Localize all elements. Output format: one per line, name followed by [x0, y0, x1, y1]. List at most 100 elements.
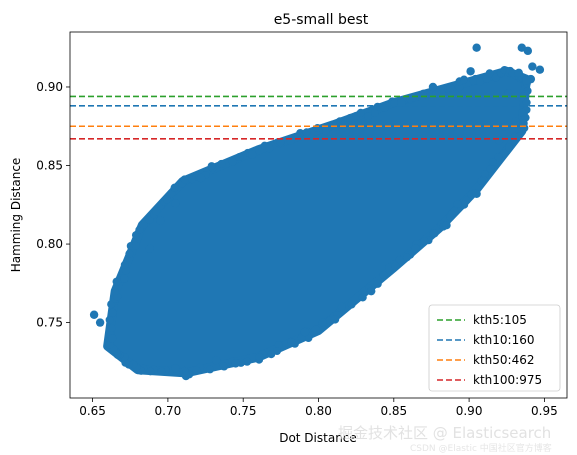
watermark-csdn: CSDN @Elastic 中国社区官方博客 [410, 444, 552, 454]
scatter-point [477, 176, 486, 185]
scatter-point [120, 260, 129, 269]
scatter-points [89, 43, 545, 381]
scatter-point [409, 93, 418, 102]
scatter-point [446, 212, 455, 221]
y-tick-label: 0.75 [36, 316, 63, 330]
scatter-point [152, 207, 161, 216]
scatter-point [255, 352, 264, 362]
scatter-point [207, 162, 216, 171]
legend-label: kth10:160 [473, 333, 534, 347]
scatter-point [131, 241, 140, 250]
scatter-point [402, 253, 411, 262]
scatter-point [170, 183, 179, 192]
y-tick-label: 0.90 [36, 80, 63, 94]
scatter-point [428, 82, 438, 92]
scatter-point [495, 136, 504, 145]
scatter-point [211, 356, 221, 365]
scatter-point [494, 153, 503, 162]
scatter-point [504, 89, 513, 98]
x-tick-label: 0.65 [79, 404, 106, 418]
scatter-point [511, 132, 520, 141]
scatter-point [321, 126, 330, 135]
y-axis-label: Hamming Distance [9, 158, 23, 273]
scatter-point [528, 62, 537, 71]
scatter-point [442, 221, 451, 230]
scatter-point [180, 175, 189, 184]
scatter-point [469, 76, 478, 85]
scatter-point [219, 362, 228, 371]
reference-lines [70, 95, 567, 140]
scatter-point [347, 300, 356, 309]
scatter-point [453, 199, 462, 208]
scatter-point [125, 249, 134, 258]
scatter-point [146, 367, 155, 376]
scatter-point [311, 325, 320, 334]
scatter-point [523, 46, 533, 56]
scatter-point [196, 173, 206, 183]
scatter-point [432, 89, 441, 98]
scatter-point [391, 261, 400, 271]
scatter-point [455, 83, 464, 92]
scatter-point [460, 200, 469, 209]
scatter-point [330, 315, 340, 324]
watermark-juejin: 掘金技术社区 @ Elasticsearch [338, 424, 552, 442]
scatter-point [205, 365, 214, 374]
scatter-point [486, 164, 495, 173]
scatter-point [508, 69, 517, 78]
scatter-point [505, 143, 514, 152]
scatter-point [472, 189, 481, 198]
legend-label: kth100:975 [473, 373, 542, 387]
scatter-point [430, 229, 439, 238]
scatter-point [120, 274, 129, 283]
scatter-point [107, 324, 116, 333]
chart-title: e5-small best [274, 12, 369, 28]
y-tick-label: 0.85 [36, 159, 63, 173]
scatter-point [157, 367, 166, 376]
scatter-point [89, 310, 99, 319]
scatter-point [397, 98, 406, 107]
scatter-point [488, 158, 497, 167]
scatter-point [466, 67, 475, 76]
scatter-point [187, 175, 196, 184]
scatter-point [302, 128, 311, 137]
scatter-point [265, 144, 274, 153]
scatter-point [364, 112, 373, 121]
x-tick-label: 0.75 [230, 404, 257, 418]
scatter-point [520, 123, 529, 132]
legend-box [428, 304, 561, 392]
scatter-point [459, 75, 468, 84]
scatter-point [373, 102, 382, 111]
scatter-point [373, 279, 382, 288]
scatter-point [139, 220, 148, 229]
scatter-point [485, 69, 494, 78]
legend-label: kth50:462 [473, 353, 534, 367]
y-tick-label: 0.80 [36, 237, 63, 251]
scatter-point [235, 153, 244, 162]
scatter-point [522, 76, 531, 85]
legend: kth5:105 kth10:160 kth50:462 kth100:975 [428, 304, 561, 392]
scatter-point [379, 270, 388, 279]
scatter-point [296, 129, 305, 138]
scatter-point [287, 338, 296, 347]
scatter-point [105, 340, 114, 349]
scatter-point [111, 287, 120, 296]
scatter-point [367, 286, 376, 296]
scatter-point [107, 334, 117, 343]
scatter-point [171, 363, 180, 373]
scatter-point [108, 308, 117, 317]
x-tick-label: 0.85 [380, 404, 407, 418]
scatter-point [304, 334, 313, 343]
scatter-point [318, 318, 327, 327]
scatter-point [411, 244, 420, 253]
scatter-point [390, 98, 399, 107]
scatter-point [356, 108, 365, 117]
axis-ticks: 0.65 0.70 0.75 0.80 0.85 0.90 0.95 0.75 0.80 0.85… [36, 80, 557, 418]
scatter-point [419, 89, 428, 98]
scatter-point [181, 371, 191, 381]
scatter-point [267, 350, 276, 359]
scatter-point [171, 199, 180, 208]
scatter-point [522, 98, 531, 107]
scatter-point [420, 237, 429, 246]
scatter-point [358, 293, 367, 302]
scatter-point [514, 68, 524, 78]
